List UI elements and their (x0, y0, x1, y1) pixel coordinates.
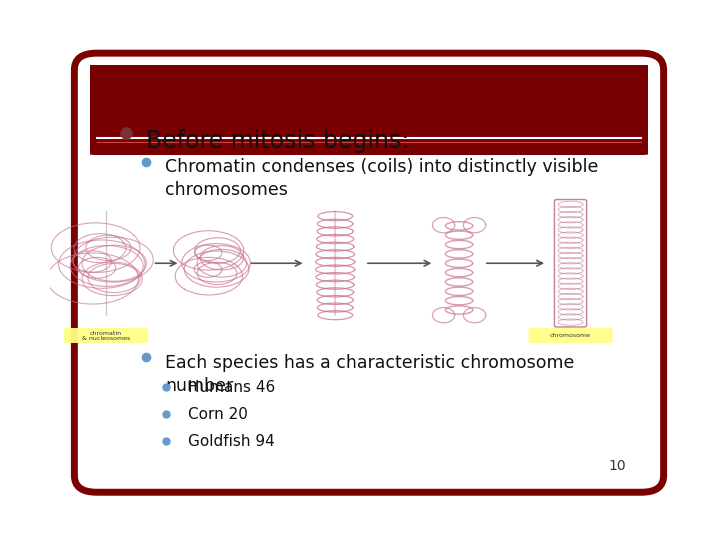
Text: Goldfish 94: Goldfish 94 (188, 434, 274, 449)
Text: Before mitosis begins:: Before mitosis begins: (145, 129, 409, 153)
FancyBboxPatch shape (64, 328, 148, 343)
Text: 10: 10 (608, 459, 626, 473)
Text: chromosome: chromosome (550, 334, 591, 339)
Text: Corn 20: Corn 20 (188, 407, 248, 422)
Text: chromatin
& nucleosomes: chromatin & nucleosomes (82, 330, 130, 341)
FancyBboxPatch shape (74, 53, 664, 155)
FancyBboxPatch shape (528, 328, 613, 343)
FancyBboxPatch shape (74, 53, 664, 492)
Text: Each species has a characteristic chromosome
number: Each species has a characteristic chromo… (166, 354, 575, 395)
Text: Chromatin condenses (coils) into distinctly visible
chromosomes: Chromatin condenses (coils) into distinc… (166, 158, 599, 199)
Text: Humans 46: Humans 46 (188, 380, 275, 395)
